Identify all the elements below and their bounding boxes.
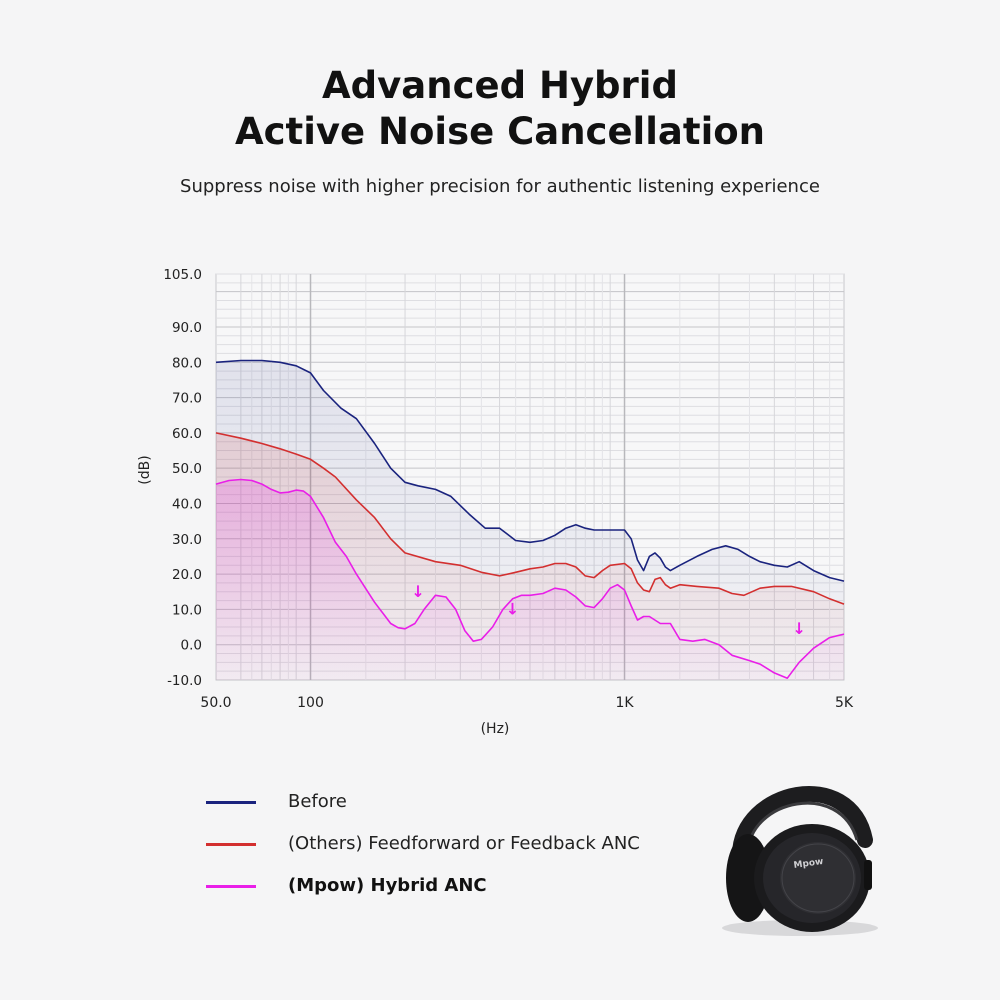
x-tick-label: 1K [615, 695, 634, 711]
subtitle: Suppress noise with higher precision for… [180, 176, 820, 197]
series-line-2 [215, 432, 845, 605]
y-tick-label: 90.0 [172, 320, 202, 336]
chart-lines [215, 359, 845, 679]
chart-ticks: 105.0 90.0 80.0 70.0 60.0 50.0 40.0 30.0 20.0 10.… [163, 267, 854, 711]
y-tick-label: 40.0 [172, 496, 202, 512]
y-tick-label: 10.0 [172, 602, 202, 618]
y-tick-label: 70.0 [172, 391, 202, 407]
y-tick-label: 80.0 [172, 355, 202, 371]
title-line-1: Advanced Hybrid [322, 64, 678, 107]
y-axis-label: (dB) [137, 455, 153, 484]
reduction-arrow-icon: ↓ [506, 600, 519, 619]
y-tick-label: 60.0 [172, 426, 202, 442]
y-tick-label: -10.0 [167, 673, 202, 689]
legend-label: Before [288, 791, 347, 812]
brand-mark: Mpow [793, 857, 824, 871]
x-axis-label: (Hz) [481, 721, 510, 737]
series-line-1 [215, 359, 845, 582]
reduction-arrow-icon: ↓ [411, 582, 424, 601]
noise-chart: ↓ ↓ ↓ 105.0 90.0 80.0 70.0 60.0 50.0 40.0 30.0 20.… [137, 267, 854, 737]
chart-markers: ↓ ↓ ↓ [411, 582, 806, 638]
x-tick-label: 5K [835, 695, 854, 711]
legend-label: (Others) Feedforward or Feedback ANC [288, 833, 640, 854]
legend-swatch [206, 801, 256, 804]
legend-swatch [206, 843, 256, 846]
y-tick-label: 50.0 [172, 461, 202, 477]
reduction-arrow-icon: ↓ [792, 619, 805, 638]
x-tick-label: 50.0 [200, 695, 231, 711]
y-tick-label: 20.0 [172, 567, 202, 583]
y-tick-label: 105.0 [163, 267, 202, 283]
headphones-image: Mpow [722, 785, 878, 936]
series-line-3 [215, 478, 845, 679]
series-area-3 [216, 479, 844, 680]
title-line-2: Active Noise Cancellation [234, 110, 766, 153]
legend-swatch [206, 885, 256, 888]
y-tick-label: 0.0 [181, 638, 202, 654]
y-tick-label: 30.0 [172, 532, 202, 548]
legend-label: (Mpow) Hybrid ANC [288, 875, 487, 896]
x-tick-label: 100 [297, 695, 324, 711]
